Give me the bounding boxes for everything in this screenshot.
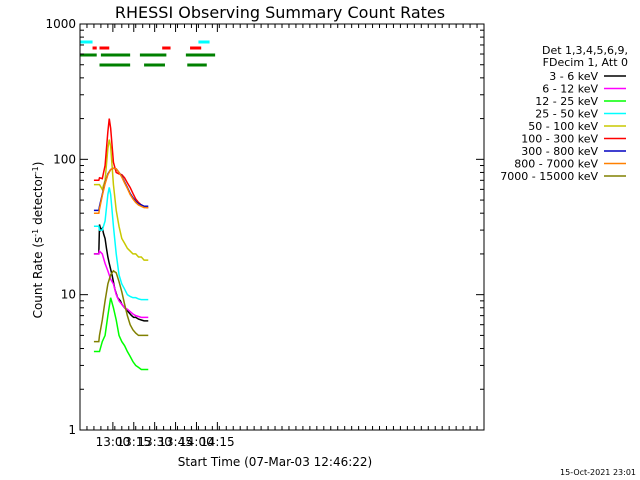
ylabel-sup: -1 [31, 166, 40, 174]
chart-title: RHESSI Observing Summary Count Rates [115, 3, 445, 22]
x-tick-label: 13:15 [116, 435, 151, 449]
legend-label: 25 - 50 keV [535, 108, 598, 121]
y-axis-title: Count Rate (s-1 detector-1) [31, 162, 46, 319]
series-6-12keV-line [93, 249, 149, 319]
series-12-25keV-line [93, 297, 149, 371]
legend-label: 12 - 25 keV [535, 95, 598, 108]
series-800-7000keV-line [93, 167, 149, 214]
y-tick-label: 1000 [45, 17, 76, 31]
y-tick-label: 10 [61, 288, 76, 302]
legend-header-line2: FDecim 1, Att 0 [543, 56, 628, 69]
series-3-6keV-line [93, 224, 149, 322]
legend-header-line1: Det 1,3,4,5,6,9, [542, 44, 628, 57]
legend-label: 6 - 12 keV [542, 83, 598, 96]
x-axis-title: Start Time (07-Mar-03 12:46:22) [178, 455, 372, 469]
x-tick-label: 13:00 [96, 435, 131, 449]
x-tick-label: 14:00 [179, 435, 214, 449]
ylabel-part: ) [31, 162, 45, 167]
footer-date: 15-Oct-2021 23:01 [560, 468, 636, 477]
series-7000-15000keV-line [93, 269, 149, 343]
ylabel-part: Count Rate (s [31, 237, 45, 319]
y-tick-label: 1 [68, 423, 76, 437]
legend-label: 300 - 800 keV [521, 145, 598, 158]
series-50-100keV-line [93, 139, 149, 261]
legend-label: 100 - 300 keV [521, 133, 598, 146]
x-tick-label: 14:15 [200, 435, 235, 449]
legend-label: 3 - 6 keV [549, 70, 598, 83]
x-tick-label: 13:45 [158, 435, 193, 449]
legend-label: 50 - 100 keV [528, 120, 598, 133]
series-25-50keV-line [93, 187, 149, 301]
x-tick-label: 13:30 [137, 435, 172, 449]
legend-label: 800 - 7000 keV [514, 158, 598, 171]
svg-text:Count Rate (s-1 detector-1): Count Rate (s-1 detector-1) [31, 162, 46, 319]
ylabel-part: detector [31, 174, 45, 229]
y-tick-label: 100 [53, 152, 76, 166]
legend-label: 7000 - 15000 keV [500, 170, 598, 183]
series-100-300keV-line [93, 118, 149, 209]
ylabel-sup: -1 [31, 229, 40, 237]
